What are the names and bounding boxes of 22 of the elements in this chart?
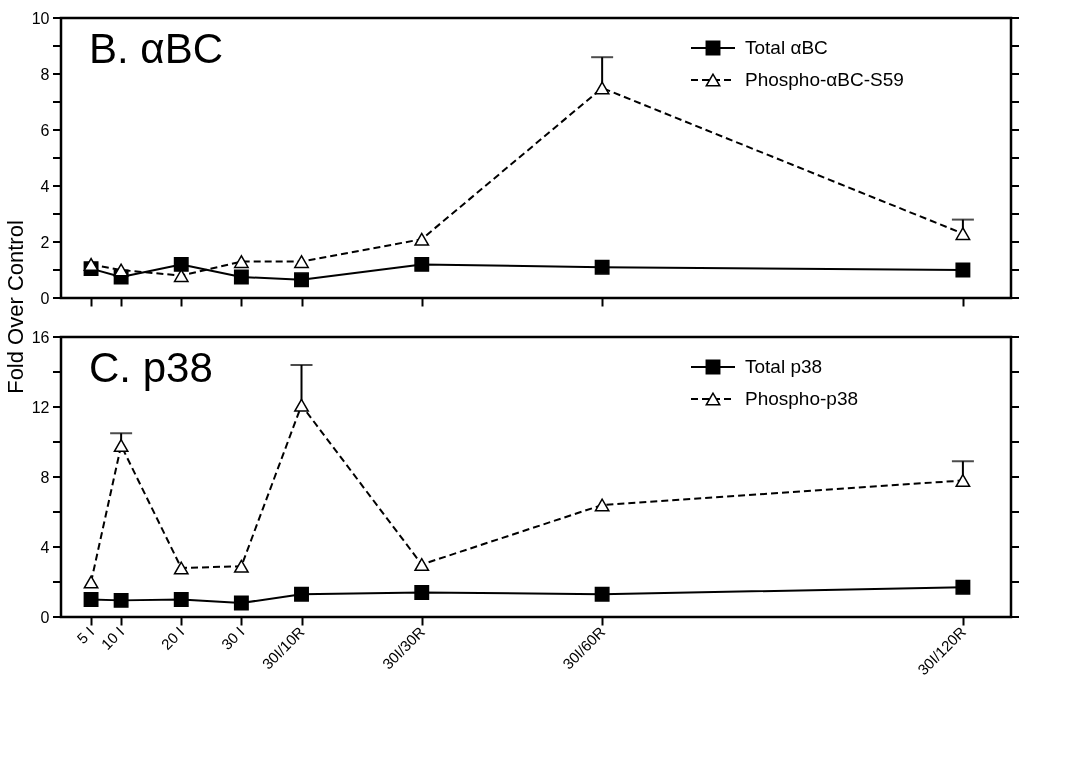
y-tick-label: 0 <box>40 608 50 626</box>
y-tick-label: 2 <box>40 233 50 251</box>
y-tick-label: 12 <box>31 398 50 416</box>
y-tick-label: 0 <box>40 289 50 307</box>
legend-label: Phospho-p38 <box>745 388 859 409</box>
x-tick-label: 5 I <box>73 623 98 647</box>
y-tick-label: 4 <box>40 538 50 556</box>
y-tick-label: 4 <box>40 177 50 195</box>
x-tick-label: 20 I <box>157 623 188 653</box>
x-tick-label: 30 I <box>217 623 248 653</box>
chart-title: B. αBC <box>89 25 223 72</box>
y-tick-label: 10 <box>31 9 50 27</box>
y-axis-title: Fold Over Control <box>3 220 28 394</box>
legend-label: Total αBC <box>745 37 828 58</box>
x-tick-label: 10 I <box>97 623 128 653</box>
y-tick-label: 6 <box>40 121 50 139</box>
legend-label: Total p38 <box>745 356 823 377</box>
chart-title: C. p38 <box>89 344 213 391</box>
legend-label: Phospho-αBC-S59 <box>745 69 904 90</box>
y-tick-label: 8 <box>40 65 50 83</box>
y-tick-label: 16 <box>31 328 50 346</box>
y-tick-label: 8 <box>40 468 50 486</box>
